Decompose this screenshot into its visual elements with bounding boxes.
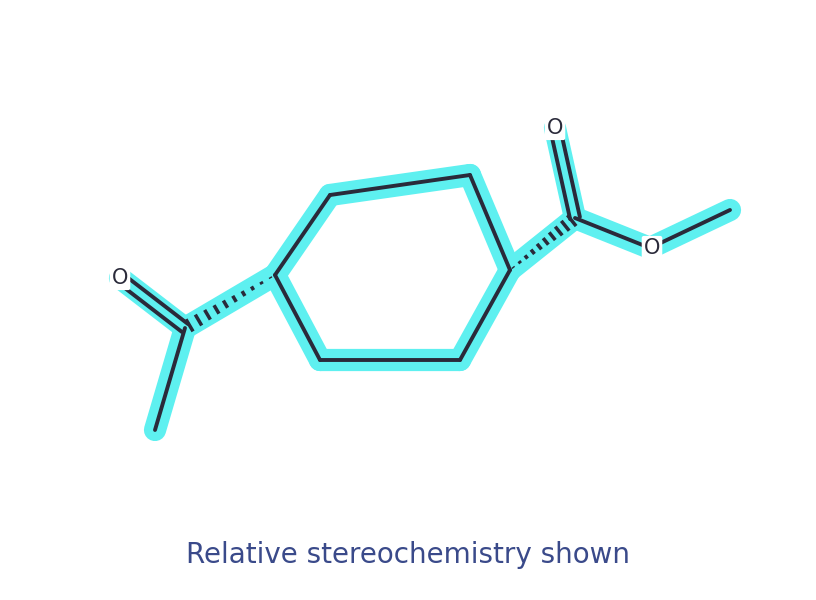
Text: O: O bbox=[112, 268, 128, 288]
Text: O: O bbox=[547, 118, 563, 138]
Text: O: O bbox=[644, 238, 660, 258]
Text: Relative stereochemistry shown: Relative stereochemistry shown bbox=[186, 541, 630, 569]
